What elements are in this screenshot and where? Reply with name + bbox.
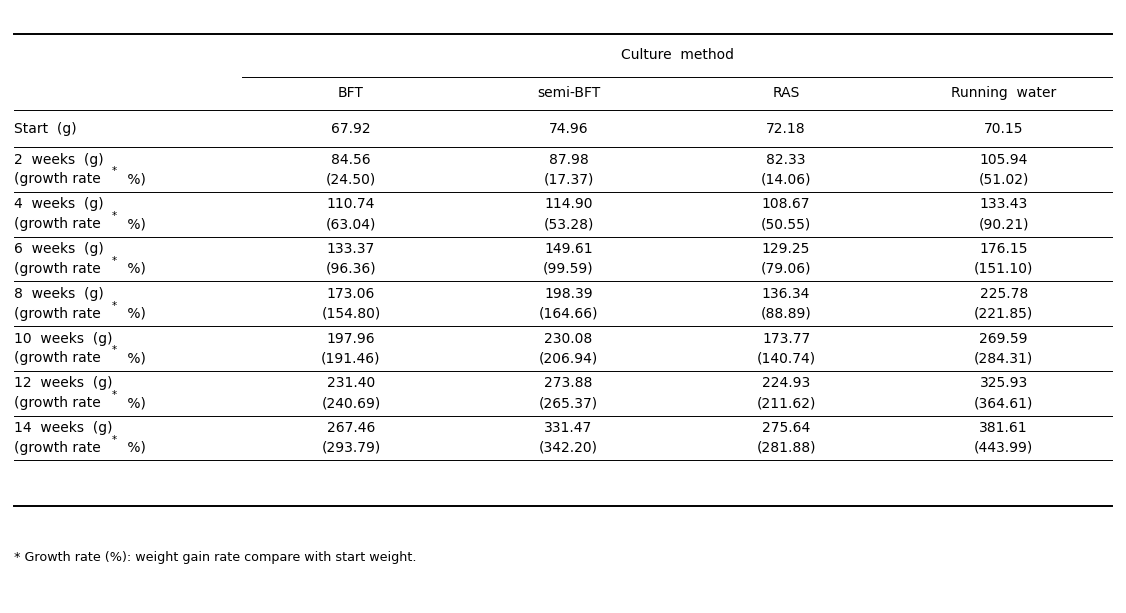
Text: *: *	[111, 390, 117, 400]
Text: (growth rate: (growth rate	[14, 351, 100, 365]
Text: 110.74: 110.74	[327, 197, 375, 211]
Text: %): %)	[123, 262, 145, 276]
Text: (211.62): (211.62)	[757, 396, 815, 410]
Text: *: *	[111, 435, 117, 445]
Text: 173.06: 173.06	[327, 287, 375, 301]
Text: %): %)	[123, 351, 145, 365]
Text: (240.69): (240.69)	[321, 396, 381, 410]
Text: 230.08: 230.08	[544, 332, 592, 346]
Text: (164.66): (164.66)	[538, 306, 598, 321]
Text: 197.96: 197.96	[327, 332, 375, 346]
Text: (63.04): (63.04)	[325, 217, 376, 231]
Text: *: *	[111, 345, 117, 356]
Text: 74.96: 74.96	[548, 122, 588, 135]
Text: (79.06): (79.06)	[761, 262, 812, 276]
Text: (50.55): (50.55)	[761, 217, 811, 231]
Text: (53.28): (53.28)	[544, 217, 593, 231]
Text: (443.99): (443.99)	[974, 441, 1034, 455]
Text: %): %)	[123, 441, 145, 455]
Text: 275.64: 275.64	[762, 421, 811, 435]
Text: 133.37: 133.37	[327, 242, 375, 256]
Text: 114.90: 114.90	[544, 197, 592, 211]
Text: (growth rate: (growth rate	[14, 172, 100, 186]
Text: 176.15: 176.15	[980, 242, 1028, 256]
Text: 10  weeks  (g): 10 weeks (g)	[14, 332, 111, 346]
Text: 331.47: 331.47	[544, 421, 592, 435]
Text: (206.94): (206.94)	[539, 351, 598, 365]
Text: (265.37): (265.37)	[539, 396, 598, 410]
Text: (growth rate: (growth rate	[14, 262, 100, 276]
Text: 14  weeks  (g): 14 weeks (g)	[14, 421, 111, 435]
Text: 149.61: 149.61	[544, 242, 592, 256]
Text: *: *	[111, 211, 117, 221]
Text: 136.34: 136.34	[762, 287, 811, 301]
Text: (24.50): (24.50)	[325, 172, 376, 186]
Text: 2  weeks  (g): 2 weeks (g)	[14, 153, 104, 167]
Text: (99.59): (99.59)	[543, 262, 593, 276]
Text: (284.31): (284.31)	[974, 351, 1034, 365]
Text: 173.77: 173.77	[762, 332, 811, 346]
Text: (14.06): (14.06)	[761, 172, 812, 186]
Text: %): %)	[123, 217, 145, 231]
Text: 108.67: 108.67	[762, 197, 811, 211]
Text: (140.74): (140.74)	[757, 351, 815, 365]
Text: 224.93: 224.93	[762, 376, 811, 390]
Text: 325.93: 325.93	[980, 376, 1028, 390]
Text: (191.46): (191.46)	[321, 351, 381, 365]
Text: (281.88): (281.88)	[757, 441, 816, 455]
Text: 381.61: 381.61	[980, 421, 1028, 435]
Text: (364.61): (364.61)	[974, 396, 1034, 410]
Text: Start  (g): Start (g)	[14, 122, 77, 135]
Text: (221.85): (221.85)	[974, 306, 1034, 321]
Text: (90.21): (90.21)	[978, 217, 1029, 231]
Text: RAS: RAS	[772, 86, 799, 101]
Text: 225.78: 225.78	[980, 287, 1028, 301]
Text: semi-BFT: semi-BFT	[537, 86, 600, 101]
Text: %): %)	[123, 306, 145, 321]
Text: *: *	[111, 300, 117, 311]
Text: 72.18: 72.18	[767, 122, 806, 135]
Text: 133.43: 133.43	[980, 197, 1028, 211]
Text: *: *	[111, 256, 117, 266]
Text: Running  water: Running water	[951, 86, 1056, 101]
Text: 267.46: 267.46	[327, 421, 375, 435]
Text: 87.98: 87.98	[548, 153, 589, 167]
Text: 12  weeks  (g): 12 weeks (g)	[14, 376, 111, 390]
Text: (293.79): (293.79)	[321, 441, 381, 455]
Text: 6  weeks  (g): 6 weeks (g)	[14, 242, 104, 256]
Text: 129.25: 129.25	[762, 242, 811, 256]
Text: 273.88: 273.88	[544, 376, 592, 390]
Text: (growth rate: (growth rate	[14, 306, 100, 321]
Text: 269.59: 269.59	[980, 332, 1028, 346]
Text: (growth rate: (growth rate	[14, 441, 100, 455]
Text: (growth rate: (growth rate	[14, 396, 100, 410]
Text: 70.15: 70.15	[984, 122, 1024, 135]
Text: 105.94: 105.94	[980, 153, 1028, 167]
Text: BFT: BFT	[338, 86, 364, 101]
Text: 82.33: 82.33	[767, 153, 806, 167]
Text: (151.10): (151.10)	[974, 262, 1034, 276]
Text: Culture  method: Culture method	[620, 48, 734, 62]
Text: (growth rate: (growth rate	[14, 217, 100, 231]
Text: (96.36): (96.36)	[325, 262, 376, 276]
Text: %): %)	[123, 396, 145, 410]
Text: *: *	[111, 166, 117, 177]
Text: 8  weeks  (g): 8 weeks (g)	[14, 287, 104, 301]
Text: (17.37): (17.37)	[544, 172, 593, 186]
Text: (342.20): (342.20)	[539, 441, 598, 455]
Text: * Growth rate (%): weight gain rate compare with start weight.: * Growth rate (%): weight gain rate comp…	[14, 551, 415, 565]
Text: %): %)	[123, 172, 145, 186]
Text: (88.89): (88.89)	[761, 306, 812, 321]
Text: 198.39: 198.39	[544, 287, 592, 301]
Text: 67.92: 67.92	[331, 122, 370, 135]
Text: (154.80): (154.80)	[321, 306, 381, 321]
Text: (51.02): (51.02)	[978, 172, 1029, 186]
Text: 231.40: 231.40	[327, 376, 375, 390]
Text: 4  weeks  (g): 4 weeks (g)	[14, 197, 104, 211]
Text: 84.56: 84.56	[331, 153, 370, 167]
